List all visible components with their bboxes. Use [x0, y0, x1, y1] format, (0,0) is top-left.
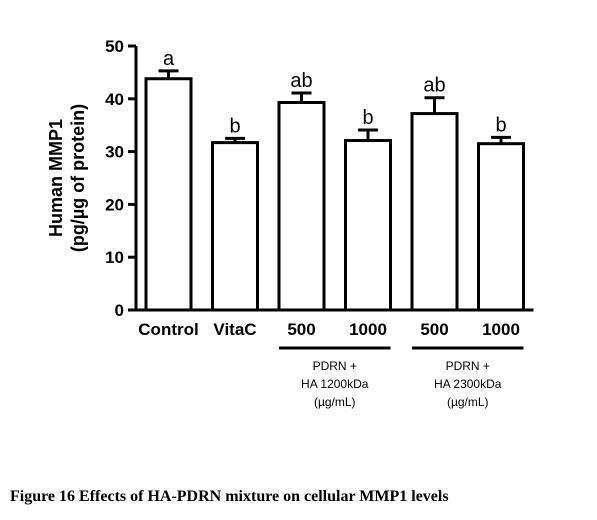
- significance-label: ab: [290, 70, 312, 92]
- bar: [477, 142, 525, 312]
- bar: [211, 141, 259, 312]
- group-label: (µg/mL): [314, 395, 356, 409]
- significance-label: b: [229, 115, 240, 137]
- x-tick-label: 1000: [482, 320, 520, 339]
- significance-label: b: [362, 107, 373, 129]
- figure-caption: Figure 16 Effects of HA-PDRN mixture on …: [10, 488, 449, 505]
- y-tick-label: 20: [105, 195, 124, 214]
- group-label: PDRN +: [446, 359, 490, 373]
- group-label: (µg/mL): [447, 395, 489, 409]
- x-tick-label: 500: [287, 320, 315, 339]
- x-tick-label: Control: [138, 320, 198, 339]
- y-tick-label: 40: [105, 90, 124, 109]
- group-label: HA 2300kDa: [434, 377, 502, 391]
- y-axis-label-units: (pg/µg of protein): [68, 104, 88, 252]
- x-tick-label: 500: [420, 320, 448, 339]
- group-label: PDRN +: [313, 359, 357, 373]
- bar: [344, 139, 392, 312]
- y-axis-label: Human MMP1: [46, 119, 66, 237]
- bar: [144, 77, 193, 312]
- bar: [277, 100, 326, 312]
- x-tick-label: VitaC: [213, 320, 256, 339]
- bar-chart: 0 10 20 30 40 50 Human MMP1 (pg/µg of protein) a…: [46, 37, 534, 409]
- significance-label: b: [495, 114, 506, 136]
- y-tick-label: 10: [105, 248, 124, 267]
- y-tick-label: 30: [105, 143, 124, 162]
- significance-label: ab: [423, 75, 445, 97]
- significance-label: a: [163, 48, 175, 70]
- x-tick-label: 1000: [349, 320, 387, 339]
- y-tick-label: 0: [115, 301, 124, 320]
- bar: [410, 112, 459, 312]
- group-label: HA 1200kDa: [301, 377, 369, 391]
- y-tick-label: 50: [105, 37, 124, 56]
